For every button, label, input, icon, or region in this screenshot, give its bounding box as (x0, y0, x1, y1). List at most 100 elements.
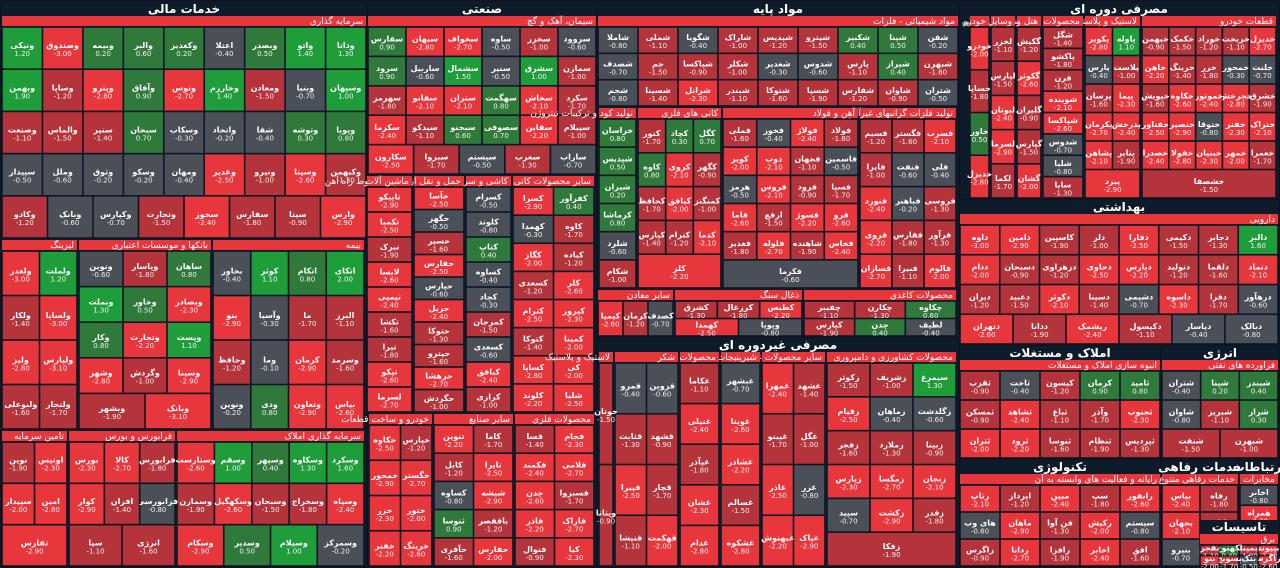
stock-tile-rect[interactable] (414, 187, 464, 210)
stock-tile-rect[interactable] (473, 453, 513, 482)
stock-tile[interactable]: تفارس-2.90 (2, 524, 67, 566)
stock-tile-rect[interactable] (1112, 84, 1140, 113)
stock-tile-rect[interactable] (2, 111, 43, 154)
stock-tile-rect[interactable] (400, 530, 432, 566)
stock-tile-rect[interactable] (553, 384, 594, 412)
stock-tile-rect[interactable] (960, 225, 1000, 255)
stock-tile-rect[interactable] (369, 530, 401, 566)
stock-tile-rect[interactable] (1162, 512, 1200, 539)
stock-tile-rect[interactable] (414, 322, 464, 345)
stock-tile-rect[interactable] (1238, 284, 1278, 315)
stock-tile[interactable]: سبهان-2.80 (406, 27, 444, 57)
stock-tile[interactable]: کسرام-0.50 (466, 187, 511, 212)
stock-tile[interactable]: کباده-1.20 (553, 243, 594, 272)
stock-tile[interactable]: تنوین-2.20 (434, 425, 474, 454)
stock-tile-rect[interactable] (123, 111, 164, 154)
stock-tile[interactable]: کترام-2.50 (513, 299, 554, 328)
stock-tile-rect[interactable] (553, 271, 594, 300)
stock-tile-rect[interactable] (1085, 55, 1113, 84)
stock-tile[interactable]: کپرور-2.30 (553, 299, 594, 328)
stock-tile-rect[interactable] (790, 175, 825, 204)
stock-tile-rect[interactable] (1142, 141, 1169, 170)
stock-tile[interactable]: زاگرس-0.90 (960, 539, 1000, 566)
stock-tile-rect[interactable] (520, 86, 558, 116)
stock-tile[interactable]: پکرمان-2.70 (1085, 112, 1112, 141)
stock-tile[interactable]: درهآور-0.60 (1238, 284, 1278, 315)
stock-tile-rect[interactable] (1043, 27, 1083, 49)
stock-tile[interactable]: وسمرکز-0.20 (317, 524, 364, 566)
stock-tile-rect[interactable] (513, 271, 554, 300)
stock-tile-rect[interactable] (598, 301, 623, 336)
stock-tile-rect[interactable] (1198, 225, 1239, 255)
stock-tile[interactable]: کساوه-0.80 (434, 481, 474, 510)
stock-tile[interactable]: تکمبا-2.50 (367, 212, 412, 237)
stock-tile-rect[interactable] (615, 464, 647, 516)
stock-tile-rect[interactable] (638, 119, 666, 153)
stock-tile[interactable]: خزر-2.30 (369, 495, 401, 531)
stock-tile[interactable]: کساپا-2.80 (513, 355, 554, 384)
stock-tile-rect[interactable] (1200, 485, 1238, 512)
stock-tile[interactable]: کسعدی-1.20 (513, 271, 554, 300)
stock-tile-rect[interactable] (1119, 254, 1159, 285)
stock-tile-rect[interactable] (325, 69, 366, 112)
stock-tile-rect[interactable] (1080, 371, 1120, 400)
stock-tile[interactable]: ختور-2.00 (400, 495, 432, 531)
stock-tile[interactable]: کبافق-2.00 (665, 186, 694, 221)
stock-tile[interactable]: زقیام-2.50 (827, 397, 870, 431)
stock-tile-rect[interactable] (1080, 400, 1120, 429)
stock-tile[interactable]: خریخت-1.10 (1222, 27, 1250, 56)
stock-tile-rect[interactable] (838, 53, 878, 80)
stock-tile[interactable]: خپارس-1.20 (400, 425, 432, 461)
stock-tile[interactable]: شسپا-1.90 (798, 79, 838, 106)
stock-tile[interactable]: خفنر-2.30 (1222, 112, 1250, 141)
stock-tile[interactable]: کابل-1.20 (434, 453, 474, 482)
stock-tile-rect[interactable] (69, 442, 105, 484)
stock-tile[interactable]: سپیدار-2.00 (2, 483, 35, 525)
stock-tile[interactable]: شبریز-1.10 (1200, 400, 1240, 429)
stock-tile[interactable]: غبشهر-0.70 (721, 363, 760, 404)
stock-tile[interactable]: بنو-2.00 (1200, 554, 1220, 568)
stock-tile-rect[interactable] (367, 362, 412, 387)
stock-tile-rect[interactable] (550, 144, 596, 174)
stock-tile[interactable]: وصندوق-3.00 (42, 27, 83, 70)
stock-tile[interactable]: تایرا-2.50 (473, 453, 513, 482)
stock-tile[interactable]: زپارس-2.30 (827, 464, 870, 499)
stock-tile-rect[interactable] (827, 397, 870, 431)
stock-tile[interactable]: افق-1.60 (1120, 539, 1160, 566)
stock-tile[interactable]: فاما-2.60 (723, 203, 757, 232)
stock-tile[interactable]: دپاسار-0.40 (1172, 314, 1225, 344)
stock-tile-rect[interactable] (406, 115, 444, 145)
stock-tile-rect[interactable] (1239, 371, 1278, 400)
stock-tile[interactable]: فغدیر-1.80 (723, 231, 757, 260)
stock-tile[interactable]: وما-0.10 (250, 340, 289, 385)
stock-tile-rect[interactable] (252, 442, 290, 484)
stock-tile-rect[interactable] (678, 53, 718, 80)
stock-tile-rect[interactable] (288, 251, 327, 296)
stock-tile[interactable]: غمهرا-2.40 (762, 363, 794, 414)
stock-tile-rect[interactable] (905, 318, 956, 336)
stock-tile[interactable]: زملارد-1.30 (870, 430, 913, 465)
stock-tile[interactable]: فن آوا-1.30 (1040, 512, 1080, 539)
stock-tile[interactable]: پیزد-2.90 (1085, 169, 1140, 198)
stock-tile[interactable]: فلی-0.40 (924, 153, 956, 187)
stock-tile-rect[interactable] (513, 299, 554, 328)
stock-tile-rect[interactable] (288, 340, 327, 385)
stock-tile[interactable]: سغرب-1.30 (504, 144, 551, 174)
stock-tile-rect[interactable] (553, 327, 594, 356)
stock-tile-rect[interactable] (878, 27, 918, 54)
stock-tile[interactable]: باقفصر-1.20 (473, 509, 513, 538)
stock-tile[interactable]: سیستم-0.80 (1120, 512, 1160, 539)
stock-tile-rect[interactable] (892, 254, 924, 288)
stock-tile[interactable]: سهرمز-1.80 (368, 86, 406, 116)
stock-tile[interactable]: کرزغال-1.80 (717, 301, 760, 320)
stock-tile[interactable]: وسینا-2.60 (285, 153, 326, 196)
